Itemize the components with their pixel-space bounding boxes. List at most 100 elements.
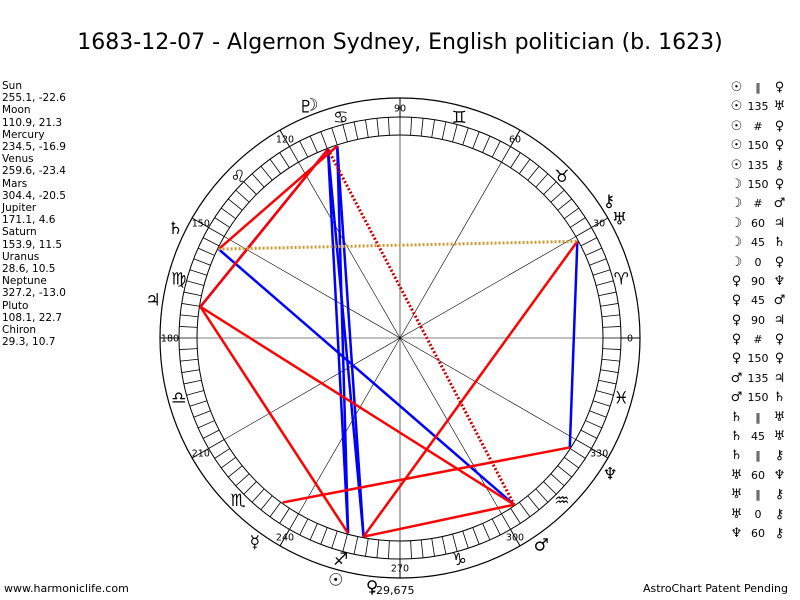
sign-aries-icon: ♈	[614, 270, 629, 290]
degree-tick	[602, 326, 621, 328]
aspect-line	[218, 239, 578, 251]
degree-label: 120	[276, 134, 294, 145]
aspect-type: 150	[747, 391, 769, 405]
degree-label: 0	[627, 334, 633, 345]
planet-name-saturn: Saturn	[2, 226, 37, 239]
aspect-row: ♂ 150 ♄	[728, 388, 788, 407]
planet-chiron-icon: ⚷	[603, 192, 615, 212]
sign-taurus-icon: ♉	[554, 167, 569, 187]
aspect-glyph: ⚷	[774, 487, 785, 503]
aspect-row: ☽ 150 ♀	[728, 175, 788, 194]
degree-tick	[251, 173, 265, 188]
degree-tick	[557, 465, 573, 478]
sign-divider	[591, 448, 609, 459]
degree-tick	[365, 119, 369, 138]
aspect-glyph: ♅	[730, 467, 743, 483]
aspect-glyph: ☉	[730, 138, 743, 154]
sign-cancer-icon: ♋	[333, 108, 348, 128]
aspect-glyph: ♄	[730, 429, 743, 445]
aspect-row: ♅ 60 ♆	[728, 466, 788, 485]
aspect-glyph: ♀	[774, 351, 785, 367]
degree-tick	[331, 530, 338, 549]
aspect-row: ♀ # ♀	[728, 330, 788, 349]
aspect-type: #	[753, 333, 763, 347]
sign-divider	[279, 529, 290, 547]
sign-gemini-icon: ♊	[452, 108, 467, 128]
degree-tick	[600, 369, 619, 373]
planet-sun-icon: ☉	[328, 571, 343, 591]
degree-tick	[501, 146, 511, 163]
planet-neptune-icon: ♆	[603, 464, 618, 484]
spoke-line	[298, 162, 401, 339]
footer-website[interactable]: www.harmoniclife.com	[4, 582, 129, 595]
planet-value-pluto: 108.1, 22.7	[2, 311, 63, 324]
aspect-type: 150	[747, 139, 769, 153]
planet-jupiter-icon: ♃	[145, 290, 160, 310]
degree-tick	[589, 410, 607, 418]
planet-value-chiron: 29.3, 10.7	[2, 336, 56, 349]
degree-tick	[342, 533, 348, 552]
planet-value-uranus: 28.6, 10.5	[2, 263, 56, 276]
aspect-type: #	[753, 119, 763, 133]
degree-tick	[342, 124, 348, 143]
spoke-line	[399, 236, 576, 339]
aspect-row: ♄ 45 ♅	[728, 427, 788, 446]
aspect-list: ☉ ‖ ♀ ☉ 135 ♅ ☉ # ♀ ☉ 150 ♀ ☉ 135 ⚷ ☽ 150 ♀ ☽ # ♂ ☽ 60 ♃ ☽ 45 ♄ ☽ 0 ♀…	[728, 78, 788, 543]
aspect-type: 135	[747, 158, 769, 172]
sign-scorpio-icon: ♏	[230, 491, 245, 511]
aspect-glyph: ☉	[730, 99, 743, 115]
degree-tick	[227, 465, 243, 478]
sign-divider	[191, 448, 209, 459]
aspect-row: ♄ ‖ ⚷	[728, 446, 788, 465]
degree-label: 240	[276, 533, 294, 544]
degree-tick	[376, 539, 380, 558]
aspect-row: ♅ 0 ⚷	[728, 505, 788, 524]
degree-tick	[510, 508, 521, 524]
aspect-row: ☽ 0 ♀	[728, 253, 788, 272]
degree-tick	[563, 207, 580, 220]
aspect-line	[326, 149, 350, 534]
aspect-row: ♀ 90 ♆	[728, 272, 788, 291]
aspect-row: ♆ 60 ⚷	[728, 524, 788, 543]
degree-tick	[214, 448, 230, 459]
aspect-type: 60	[751, 468, 765, 482]
degree-tick	[527, 495, 540, 511]
aspect-glyph: ♄	[773, 390, 786, 406]
aspect-type: 135	[747, 371, 769, 385]
degree-tick	[598, 379, 617, 385]
degree-tick	[592, 400, 611, 407]
spoke-line	[298, 337, 401, 514]
planet-name-mercury: Mercury	[2, 128, 45, 141]
degree-tick	[353, 121, 359, 140]
degree-tick	[179, 326, 198, 328]
degree-tick	[235, 473, 250, 487]
planet-venus-icon: ♀	[366, 577, 378, 597]
degree-label: 210	[192, 449, 210, 460]
aspect-glyph: ♀	[774, 138, 785, 154]
degree-tick	[575, 227, 592, 237]
aspect-glyph: ♀	[731, 312, 742, 328]
degree-tick	[227, 198, 243, 211]
aspect-row: ☉ 135 ♅	[728, 97, 788, 116]
degree-tick	[585, 247, 603, 256]
degree-tick	[563, 456, 580, 469]
aspect-glyph: ♂	[773, 196, 786, 212]
aspect-row: ♅ ‖ ⚷	[728, 485, 788, 504]
degree-tick	[208, 227, 225, 237]
degree-tick	[431, 538, 435, 557]
aspect-type: 45	[751, 430, 765, 444]
degree-tick	[320, 527, 328, 545]
aspect-type: ‖	[755, 449, 761, 463]
degree-tick	[299, 140, 309, 158]
degree-tick	[181, 369, 200, 373]
aspect-type: 150	[747, 177, 769, 191]
aspect-glyph: ☽	[730, 254, 743, 270]
aspect-glyph: ♃	[773, 370, 786, 386]
aspect-row: ☽ 60 ♃	[728, 214, 788, 233]
aspect-type: 0	[754, 255, 762, 269]
aspect-glyph: ☽	[730, 176, 743, 192]
aspect-glyph: ⚷	[774, 448, 785, 464]
degree-tick	[510, 152, 521, 168]
aspect-glyph: ♄	[730, 409, 743, 425]
